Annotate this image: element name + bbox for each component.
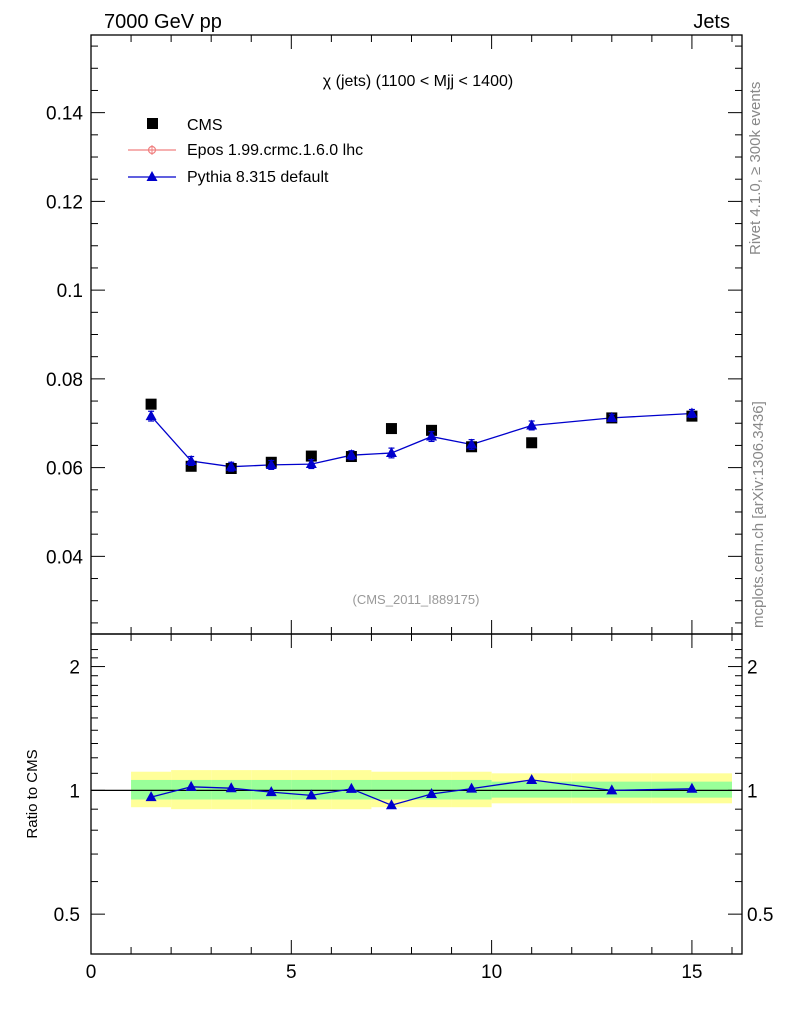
ratio-pythia-point [345,782,357,793]
ratio-pythia-point [466,782,478,793]
ratio-pythia-point [526,773,538,784]
ratio-band-green [371,779,412,800]
pythia-point [265,458,277,469]
pythia-line [150,412,692,468]
ratio-pythia-point [265,786,277,797]
ratio-ylabel: Ratio to CMS [24,749,41,838]
reference-label: (CMS_2011_I889175) [353,592,480,607]
ratio-y-tick-label-left: 1 [69,781,80,802]
ratio-y-tick-label-right: 2 [747,658,758,679]
ratio-pythia-point [185,780,197,791]
cms-point [385,423,397,435]
legend: CMS Epos 1.99.crmc.1.6.0 lhc Pythia 8.31… [128,117,363,186]
ratio-pythia-line [150,779,692,806]
ratio-pythia-point [145,791,157,802]
ratio-pythia-point [426,787,438,798]
y-tick-label: 0.14 [46,104,83,125]
cms-point [145,398,157,410]
x-tick-label: 0 [86,962,97,983]
mcplots-label: mcplots.cern.ch [arXiv:1306.3436] [750,401,767,628]
header-right: Jets [693,11,730,33]
x-tick-label: 15 [681,962,702,983]
ratio-pythia-point [305,789,317,800]
cms-point [426,424,438,436]
ratio-y-tick-label-right: 1 [747,781,758,802]
pythia-point [385,446,397,457]
pythia-point [305,458,317,469]
y-tick-label: 0.08 [46,370,83,391]
pythia-point [606,411,618,422]
x-tick-label: 5 [286,962,297,983]
legend-cms-label: CMS [187,117,223,134]
pythia-point [686,407,698,418]
legend-pythia-marker [146,171,158,181]
ratio-pythia-point [606,784,618,795]
plot-title: χ (jets) (1100 < Mjj < 1400) [323,73,513,90]
legend-cms-marker [147,118,158,129]
pythia-point [185,454,197,465]
y-tick-label: 0.1 [57,281,83,302]
ratio-pythia-point [225,782,237,793]
pythia-point [466,438,478,449]
main-panel: 0.04 0.06 0.08 0.1 0.12 0.14 χ (jets) (1100 <… [46,34,743,635]
pythia-point [526,419,538,430]
pythia-point [145,410,157,421]
ratio-band-green [491,781,572,798]
header-left: 7000 GeV pp [104,11,222,33]
x-tick-label: 10 [481,962,502,983]
pythia-point [345,449,357,460]
pythia-point [426,430,438,441]
y-tick-label: 0.06 [46,459,83,480]
pythia-point [225,460,237,471]
ratio-y-tick-label-left: 2 [69,658,80,679]
ratio-panel: 0 5 10 15 0.5 0.5 1 1 2 2 Ratio to CMS [24,633,773,983]
cms-point [305,450,317,462]
ratio-pythia-point [686,782,698,793]
ratio-frame [90,633,743,955]
legend-pythia-label: Pythia 8.315 default [187,169,329,186]
y-tick-label: 0.04 [46,547,83,568]
cms-point [185,460,197,472]
cms-point [526,437,538,449]
rivet-label: Rivet 4.1.0, ≥ 300k events [747,82,764,255]
legend-epos-label: Epos 1.99.crmc.1.6.0 lhc [187,142,363,159]
y-tick-label: 0.12 [46,192,83,213]
ratio-pythia-point [385,799,397,810]
ratio-y-tick-label-left: 0.5 [54,905,80,926]
ratio-y-tick-label-right: 0.5 [747,905,773,926]
